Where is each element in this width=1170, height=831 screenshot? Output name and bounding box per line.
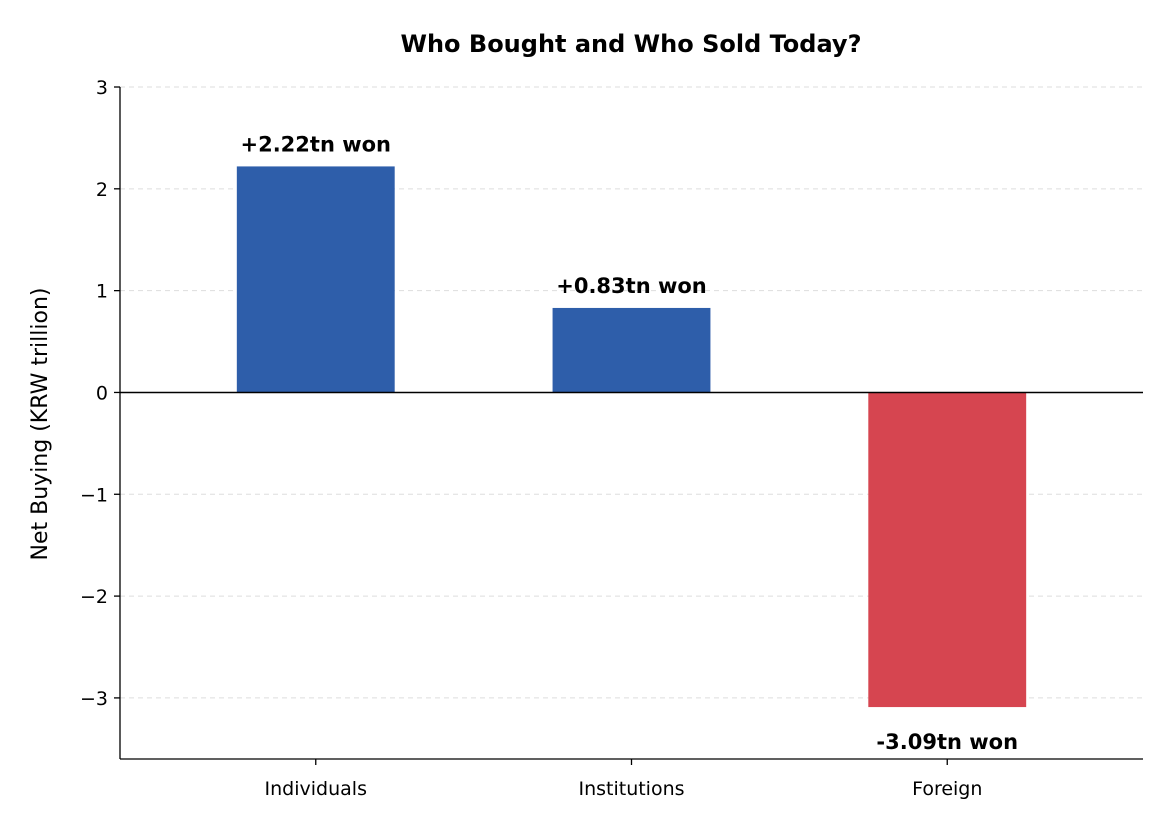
y-tick-label: 3 <box>96 77 108 99</box>
data-label-foreign: -3.09tn won <box>876 730 1018 754</box>
y-tick-label: 0 <box>96 382 108 404</box>
y-tick-label: 1 <box>96 281 108 303</box>
x-tick-label-foreign: Foreign <box>912 778 982 800</box>
y-tick-label: 2 <box>96 179 108 201</box>
x-tick-label-individuals: Individuals <box>265 778 367 800</box>
data-label-institutions: +0.83tn won <box>556 274 707 298</box>
ticks-layer: 3 2 1 0 −1 −2 −3 Individuals Institutions Foreign <box>80 77 982 800</box>
bar-institutions <box>552 307 711 393</box>
y-tick-label: −1 <box>80 484 108 506</box>
chart-title: Who Bought and Who Sold Today? <box>401 30 862 58</box>
x-tick-label-institutions: Institutions <box>578 778 684 800</box>
y-axis-label: Net Buying (KRW trillion) <box>28 288 53 561</box>
bars-layer <box>236 166 1027 708</box>
data-label-individuals: +2.22tn won <box>241 132 392 156</box>
y-tick-label: −3 <box>80 688 108 710</box>
bar-individuals <box>236 166 395 393</box>
bar-foreign <box>868 392 1027 708</box>
data-labels-layer: +2.22tn won +0.83tn won -3.09tn won <box>241 132 1019 754</box>
y-tick-label: −2 <box>80 586 108 608</box>
